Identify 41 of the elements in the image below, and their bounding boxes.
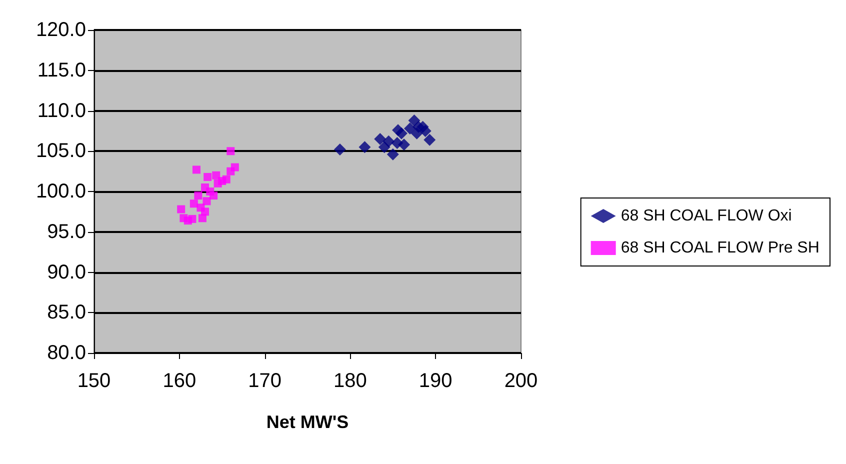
point [230,163,239,172]
y-tick-label: 105.0 [36,140,86,162]
x-tick-label: 200 [504,370,538,392]
point [386,148,399,160]
point [194,192,202,200]
y-tick-label: 80.0 [47,342,86,364]
y-tick-label: 85.0 [47,302,86,324]
y-tick-label: 90.0 [47,261,86,284]
point [395,127,408,140]
y-tick-label: 110.0 [37,100,86,122]
point [419,124,432,137]
point [334,144,346,156]
point [226,147,235,156]
y-tick-label: 120.0 [36,19,86,41]
point [391,137,404,150]
point [202,197,211,206]
point [358,141,371,154]
point [201,208,210,216]
legend-label: 68 SH COAL FLOW Oxi [620,208,792,224]
point [424,134,436,146]
point [210,192,218,200]
x-tick-label: 150 [77,370,111,392]
point [177,205,186,214]
point [192,166,200,174]
point [188,214,196,223]
x-tick-label: 180 [334,370,367,392]
y-tick-label: 95.0 [47,220,86,243]
y-tick-label: 100.0 [36,180,86,202]
point [374,133,386,146]
point [222,175,230,184]
point [212,171,220,180]
point [382,135,395,148]
x-tick-label: 170 [248,370,282,392]
x-tick-label: 160 [162,370,196,392]
x-axis-title: Net MW'S [266,412,349,432]
legend-label: 68 SH COAL FLOW Pre SH [620,240,820,256]
point [404,122,416,135]
y-tick-label: 115.0 [37,59,86,82]
point [190,200,198,208]
point [204,172,212,181]
x-tick-label: 190 [418,370,452,392]
